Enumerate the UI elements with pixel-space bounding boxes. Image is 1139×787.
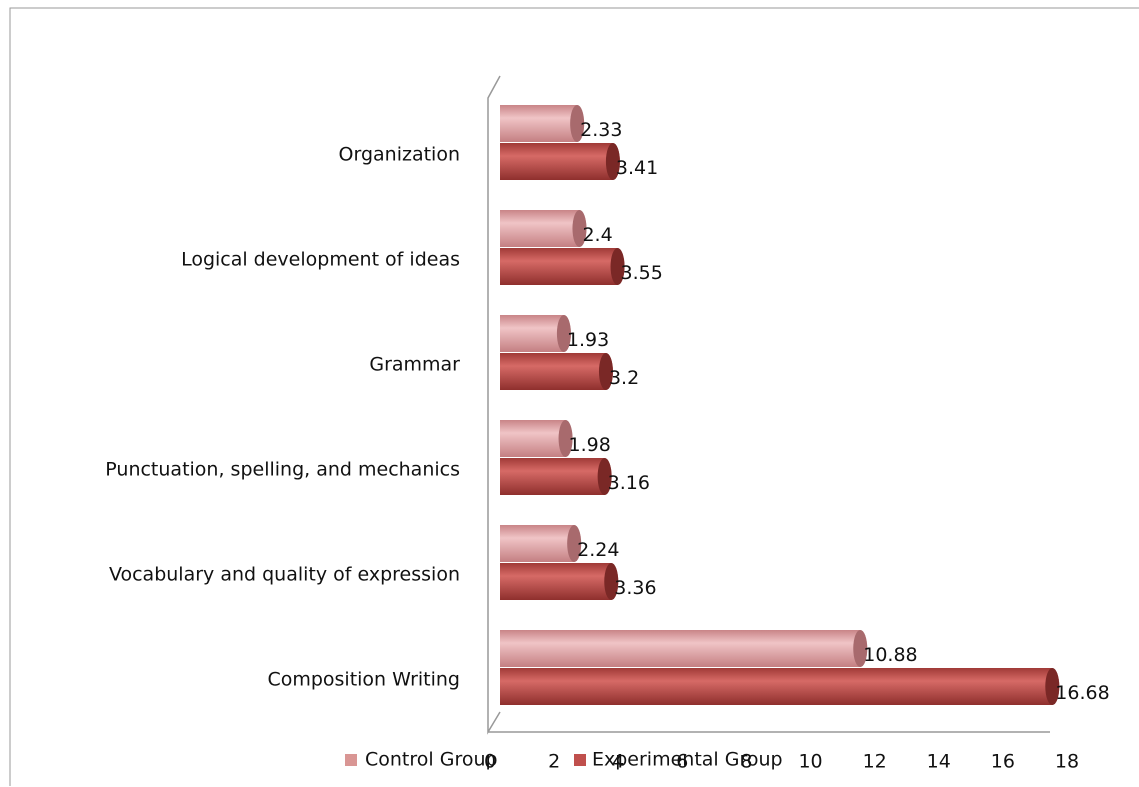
bar-cap — [1045, 668, 1060, 705]
bar — [500, 210, 587, 247]
bar-cap — [853, 630, 868, 667]
legend-label: Control Group — [365, 749, 498, 771]
bar-cap — [604, 563, 619, 600]
data-label: 1.98 — [569, 434, 611, 456]
bar-cap — [558, 420, 573, 457]
bar-body — [500, 563, 619, 600]
bar — [500, 458, 612, 495]
bar-body — [500, 668, 1060, 705]
data-label: 3.16 — [608, 472, 650, 494]
bar-cap — [567, 525, 582, 562]
bar-cap — [610, 248, 625, 285]
bar — [500, 563, 619, 600]
bar-body — [500, 353, 613, 390]
legend-swatch — [345, 754, 357, 766]
y-tick-label: Vocabulary and quality of expression — [109, 564, 460, 586]
data-label: 3.2 — [609, 367, 639, 389]
bar-body — [500, 458, 612, 495]
x-tick-label: 4 — [612, 751, 624, 773]
data-label: 10.88 — [863, 644, 917, 666]
x-tick-label: 6 — [676, 751, 688, 773]
bar-body — [500, 315, 571, 352]
data-label: 3.55 — [621, 262, 663, 284]
bar-body — [500, 248, 625, 285]
bar — [500, 315, 571, 352]
x-tick-label: 8 — [740, 751, 752, 773]
legend-label: Experimental Group — [592, 749, 783, 771]
back-wall — [487, 75, 1050, 735]
bar-cap — [570, 105, 585, 142]
x-tick-label: 0 — [484, 751, 496, 773]
bar-body — [500, 210, 587, 247]
x-tick-label: 10 — [798, 751, 822, 773]
bar — [500, 630, 868, 667]
y-tick-label: Punctuation, spelling, and mechanics — [105, 459, 460, 481]
y-tick-label: Organization — [339, 144, 460, 166]
data-label: 2.24 — [577, 539, 619, 561]
bar — [500, 420, 573, 457]
y-tick-label: Composition Writing — [267, 669, 460, 691]
y-tick-label: Logical development of ideas — [181, 249, 460, 271]
bar — [500, 105, 585, 142]
bar — [500, 353, 613, 390]
data-label: 16.68 — [1055, 682, 1109, 704]
bar-body — [500, 525, 582, 562]
bar — [500, 248, 625, 285]
data-label: 3.41 — [616, 157, 658, 179]
legend-swatch — [574, 754, 586, 766]
data-label: 1.93 — [567, 329, 609, 351]
x-tick-label: 2 — [548, 751, 560, 773]
bar-cap — [598, 353, 613, 390]
bar-cap — [597, 458, 612, 495]
bar-body — [500, 143, 620, 180]
bar-body — [500, 420, 573, 457]
x-tick-label: 18 — [1055, 751, 1079, 773]
bar-cap — [605, 143, 620, 180]
bar-body — [500, 630, 868, 667]
frame — [9, 7, 1139, 786]
x-tick-label: 12 — [863, 751, 887, 773]
bar-cap — [572, 210, 587, 247]
bar-cap — [556, 315, 571, 352]
bar — [500, 143, 620, 180]
y-tick-label: Grammar — [369, 354, 460, 376]
data-label: 3.36 — [614, 577, 656, 599]
data-label: 2.33 — [580, 119, 622, 141]
bar-body — [500, 105, 585, 142]
x-tick-label: 14 — [927, 751, 951, 773]
bar — [500, 668, 1060, 705]
x-tick-label: 16 — [991, 751, 1015, 773]
bar — [500, 525, 582, 562]
data-label: 2.4 — [582, 224, 612, 246]
